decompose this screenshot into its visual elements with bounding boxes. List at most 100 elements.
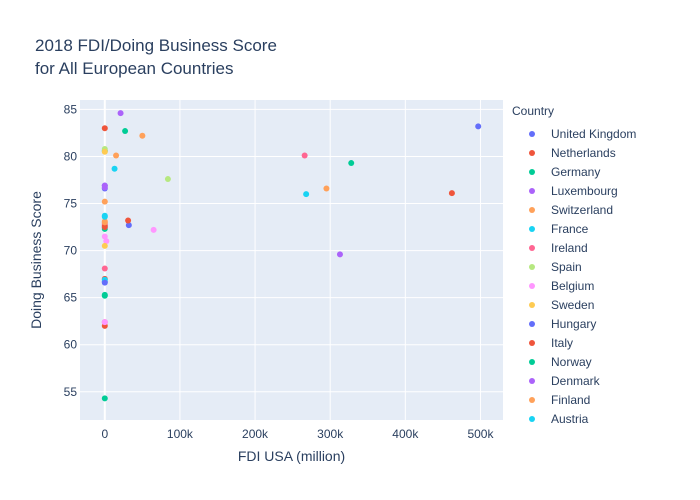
y-tick-label: 65 [64, 291, 78, 305]
legend-label: Belgium [551, 278, 595, 293]
legend-item[interactable]: Austria [512, 409, 636, 428]
legend-item[interactable]: Germany [512, 162, 636, 181]
data-point[interactable] [101, 395, 108, 402]
legend-title: Country [512, 104, 555, 118]
data-point[interactable] [101, 125, 108, 132]
x-axis-label: FDI USA (million) [238, 448, 345, 464]
legend-label: United Kingdom [551, 126, 637, 141]
legend-label: Hungary [551, 316, 597, 331]
grid-lines [80, 100, 503, 420]
legend-item[interactable]: Netherlands [512, 143, 636, 162]
legend-marker-icon [529, 377, 535, 384]
y-tick-label: 85 [64, 102, 78, 116]
legend-item[interactable]: Ireland [512, 238, 636, 257]
legend-marker-icon [529, 396, 535, 403]
legend: Country United Kingdom Netherlands Germany… [512, 104, 636, 428]
legend-marker-icon [529, 244, 535, 251]
legend-item[interactable]: France [512, 219, 636, 238]
data-point[interactable] [101, 148, 108, 155]
plot-background [80, 100, 503, 420]
legend-item[interactable]: Spain [512, 257, 636, 276]
y-axis-label: Doing Business Score [28, 191, 44, 329]
data-point[interactable] [101, 265, 108, 272]
legend-item[interactable]: Belgium [512, 276, 636, 295]
data-point[interactable] [117, 110, 124, 117]
data-point[interactable] [336, 251, 343, 258]
data-point[interactable] [101, 184, 108, 191]
data-point[interactable] [125, 217, 132, 224]
legend-marker-icon [529, 149, 535, 156]
legend-marker-icon [529, 339, 535, 346]
x-tick-label: 300k [317, 427, 344, 441]
legend-marker-icon [529, 301, 535, 308]
data-point[interactable] [475, 123, 482, 130]
legend-label: Ireland [551, 240, 588, 255]
legend-item[interactable]: Luxembourg [512, 181, 636, 200]
x-tick-label: 0 [101, 427, 108, 441]
legend-marker-icon [529, 282, 535, 289]
legend-label: Norway [551, 354, 592, 369]
data-point[interactable] [323, 185, 330, 192]
legend-marker-icon [529, 187, 535, 194]
data-points[interactable] [101, 110, 482, 402]
legend-marker-icon [529, 320, 535, 327]
legend-item[interactable]: Sweden [512, 295, 636, 314]
legend-label: Sweden [551, 297, 595, 312]
data-point[interactable] [150, 226, 157, 233]
data-point[interactable] [101, 291, 108, 298]
y-tick-label: 80 [64, 149, 78, 163]
data-point[interactable] [101, 213, 108, 220]
chart-title: 2018 FDI/Doing Business Score for All Eu… [35, 34, 277, 80]
data-point[interactable] [303, 191, 310, 198]
data-point[interactable] [101, 198, 108, 205]
legend-marker-icon [529, 263, 535, 270]
x-tick-label: 500k [467, 427, 494, 441]
legend-item[interactable]: United Kingdom [512, 124, 636, 143]
legend-label: Finland [551, 392, 591, 407]
legend-label: Austria [551, 411, 589, 426]
data-point[interactable] [101, 224, 108, 231]
data-point[interactable] [101, 233, 108, 240]
data-point[interactable] [348, 160, 355, 167]
legend-marker-icon [529, 415, 535, 422]
data-point[interactable] [139, 132, 146, 139]
data-point[interactable] [448, 190, 455, 197]
legend-label: Switzerland [551, 202, 614, 217]
legend-marker-icon [529, 206, 535, 213]
legend-label: Germany [551, 164, 601, 179]
legend-marker-icon [529, 358, 535, 365]
x-tick-label: 200k [242, 427, 269, 441]
legend-label: Luxembourg [551, 183, 618, 198]
y-tick-label: 55 [64, 385, 78, 399]
legend-marker-icon [529, 168, 535, 175]
legend-item[interactable]: Italy [512, 333, 636, 352]
legend-marker-icon [529, 225, 535, 232]
data-point[interactable] [103, 238, 110, 245]
data-point[interactable] [125, 222, 132, 229]
legend-label: France [551, 221, 589, 236]
data-point[interactable] [111, 165, 118, 172]
y-tick-label: 70 [64, 244, 78, 258]
legend-item[interactable]: Norway [512, 352, 636, 371]
legend-items: United Kingdom Netherlands Germany Luxembou… [512, 124, 636, 428]
data-point[interactable] [101, 242, 108, 249]
legend-item[interactable]: Hungary [512, 314, 636, 333]
data-point[interactable] [164, 176, 171, 183]
data-point[interactable] [301, 152, 308, 159]
legend-item[interactable]: Finland [512, 390, 636, 409]
x-tick-label: 100k [167, 427, 194, 441]
data-point[interactable] [113, 152, 120, 159]
legend-label: Netherlands [551, 145, 616, 160]
legend-item[interactable]: Denmark [512, 371, 636, 390]
chart-title-line-2: for All European Countries [35, 59, 234, 78]
data-point[interactable] [101, 219, 108, 226]
data-point[interactable] [101, 279, 108, 286]
legend-item[interactable]: Switzerland [512, 200, 636, 219]
y-tick-label: 75 [64, 197, 78, 211]
data-point[interactable] [101, 319, 108, 326]
data-point[interactable] [122, 128, 129, 135]
y-tick-label: 60 [64, 338, 78, 352]
legend-label: Spain [551, 259, 582, 274]
